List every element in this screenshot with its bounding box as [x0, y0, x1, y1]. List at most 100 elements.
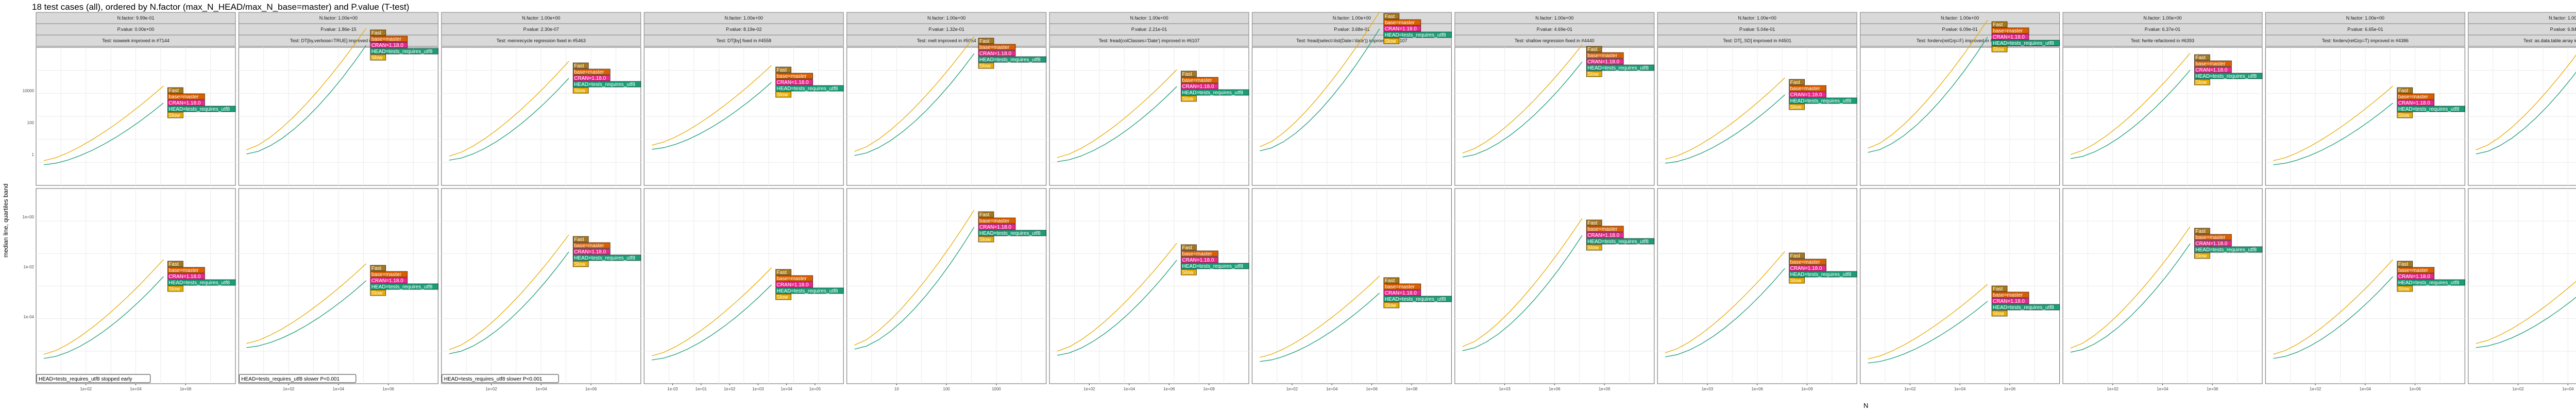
series-line-slow	[2070, 226, 2191, 349]
series-line-head	[43, 102, 164, 165]
strip-test	[2265, 35, 2465, 47]
x-tick-label: 1e+08	[1406, 387, 1418, 391]
direct-label-base	[572, 68, 611, 75]
series-line-slow	[1868, 20, 1988, 149]
direct-label-fast-text: Fast	[2195, 229, 2206, 234]
series-line-head	[1057, 86, 1177, 162]
direct-label-slow	[775, 294, 791, 300]
series-line-slow	[1057, 69, 1177, 158]
panel-note: HEAD=tests_requires_utf8 slower P<0.001	[241, 376, 340, 382]
x-tick-label: 1e+06	[1549, 387, 1561, 391]
direct-label-head	[1586, 64, 1655, 71]
direct-label-slow	[1789, 277, 1805, 284]
direct-label-head-text: HEAD=tests_requires_utf8	[979, 57, 1041, 63]
series-line-head	[43, 276, 164, 359]
direct-label-slow-text: Slow	[2398, 286, 2410, 292]
direct-label-slow-text: Slow	[777, 92, 788, 98]
series-line-slow	[1462, 218, 1583, 347]
x-axis-label: N	[1863, 402, 1869, 409]
direct-label-cran	[370, 277, 408, 284]
strip-p-value-text: P.value: 6.84e-01	[2550, 27, 2576, 32]
direct-label-base	[572, 242, 611, 249]
series-line-head	[2273, 276, 2394, 359]
direct-label-fast	[370, 29, 386, 36]
direct-label-base	[370, 36, 408, 42]
strip-n-factor-text: N.factor: 1.00e+00	[927, 15, 965, 21]
direct-label-fast	[1789, 252, 1805, 259]
direct-label-head	[1383, 31, 1452, 38]
direct-label-fast-text: Fast	[168, 262, 179, 267]
direct-label-slow-text: Slow	[1993, 311, 2004, 317]
direct-label-head-text: HEAD=tests_requires_utf8	[1790, 98, 1852, 104]
direct-label-cran	[978, 50, 1016, 57]
direct-label-cran	[1181, 256, 1218, 263]
direct-label-cran-text: CRAN=1.18.0	[777, 80, 809, 85]
direct-label-base	[167, 93, 205, 100]
facet-panel: N.factor: 1.00e+00 P.value: 8.19e-02 Test:…	[643, 12, 844, 391]
strip-n-factor-text: N.factor: 1.00e+00	[2549, 15, 2576, 21]
strip-p-value-text: P.value: 1.86e-15	[320, 27, 356, 32]
direct-label-cran	[1586, 58, 1624, 65]
series-line-slow	[449, 61, 569, 157]
direct-label-slow	[1586, 244, 1602, 251]
direct-label-head	[1991, 40, 2060, 46]
direct-label-head-text: HEAD=tests_requires_utf8	[777, 288, 838, 294]
direct-label-cran	[370, 42, 408, 48]
direct-label-head-text: HEAD=tests_requires_utf8	[1182, 90, 1243, 96]
strip-p-value-text: P.value: 6.37e-01	[2145, 27, 2180, 32]
strip-test-text: Test: fwrite refactored in #6393	[2131, 38, 2194, 43]
direct-label-fast-text: Fast	[1790, 80, 1801, 85]
direct-label-cran	[2397, 273, 2435, 280]
strip-test	[1049, 35, 1249, 47]
y-tick-label-kb: 1	[32, 152, 35, 157]
series-line-head	[854, 227, 975, 350]
direct-label-head	[2397, 279, 2465, 286]
series-line-head	[2273, 102, 2394, 165]
direct-label-base-text: base=master	[1182, 78, 1212, 83]
series-line-head	[1260, 293, 1380, 362]
x-tick-label: 1e+08	[1203, 387, 1215, 391]
direct-label-cran	[1383, 25, 1421, 32]
direct-label-slow	[370, 289, 386, 296]
direct-label-fast-text: Fast	[1385, 278, 1395, 284]
strip-p-value-text: P.value: 2.21e-01	[1131, 27, 1167, 32]
facet-panel: N.factor: 9.99e-01 P.value: 0.00e+00 Test:…	[36, 12, 236, 391]
direct-label-head	[572, 254, 641, 261]
direct-label-cran	[1789, 265, 1826, 271]
strip-test-text: Test: isoweek improved in #7144	[102, 38, 170, 43]
direct-label-fast	[1789, 79, 1805, 85]
facet-panel: N.factor: 1.00e+00 P.value: 6.09e-01 Test:…	[1860, 12, 2060, 391]
direct-label-head	[1789, 97, 1857, 104]
direct-label-head	[370, 48, 438, 55]
strip-n-factor-text: N.factor: 1.00e+00	[522, 15, 560, 21]
x-tick-label: 1e+04	[130, 387, 142, 391]
strip-p-value-text: P.value: 6.09e-01	[1942, 27, 1977, 32]
direct-label-cran-text: CRAN=1.18.0	[1790, 92, 1822, 98]
direct-label-slow-text: Slow	[777, 295, 788, 300]
direct-label-base	[775, 73, 813, 79]
x-tick-label: 1e+06	[180, 387, 192, 391]
direct-label-base	[978, 44, 1016, 50]
direct-label-cran-text: CRAN=1.18.0	[371, 278, 403, 284]
direct-label-cran-text: CRAN=1.18.0	[2195, 67, 2227, 73]
direct-label-slow-text: Slow	[979, 63, 991, 69]
direct-label-base-text: base=master	[1385, 20, 1415, 26]
direct-label-slow-text: Slow	[1182, 96, 1193, 102]
direct-label-head	[370, 283, 438, 290]
x-tick-label: 1e+02	[1286, 387, 1298, 391]
x-tick-label: 1e+02	[1904, 387, 1916, 391]
strip-p-value-text: P.value: 2.30e-07	[523, 27, 559, 32]
direct-label-slow	[1789, 104, 1805, 110]
direct-label-head	[2194, 73, 2263, 79]
strip-n-factor-text: N.factor: 1.00e+00	[2346, 15, 2384, 21]
direct-label-fast-text: Fast	[1385, 14, 1395, 20]
x-tick-label: 1e+02	[2107, 387, 2119, 391]
direct-label-fast	[2194, 54, 2210, 61]
direct-label-cran-text: CRAN=1.18.0	[168, 100, 200, 106]
direct-label-slow-text: Slow	[168, 286, 180, 292]
direct-label-slow-text: Slow	[2398, 113, 2410, 118]
direct-label-head	[167, 279, 236, 286]
direct-label-head-text: HEAD=tests_requires_utf8	[2398, 107, 2460, 112]
direct-label-base-text: base=master	[777, 276, 807, 282]
x-tick-label: 1e+06	[585, 387, 597, 391]
